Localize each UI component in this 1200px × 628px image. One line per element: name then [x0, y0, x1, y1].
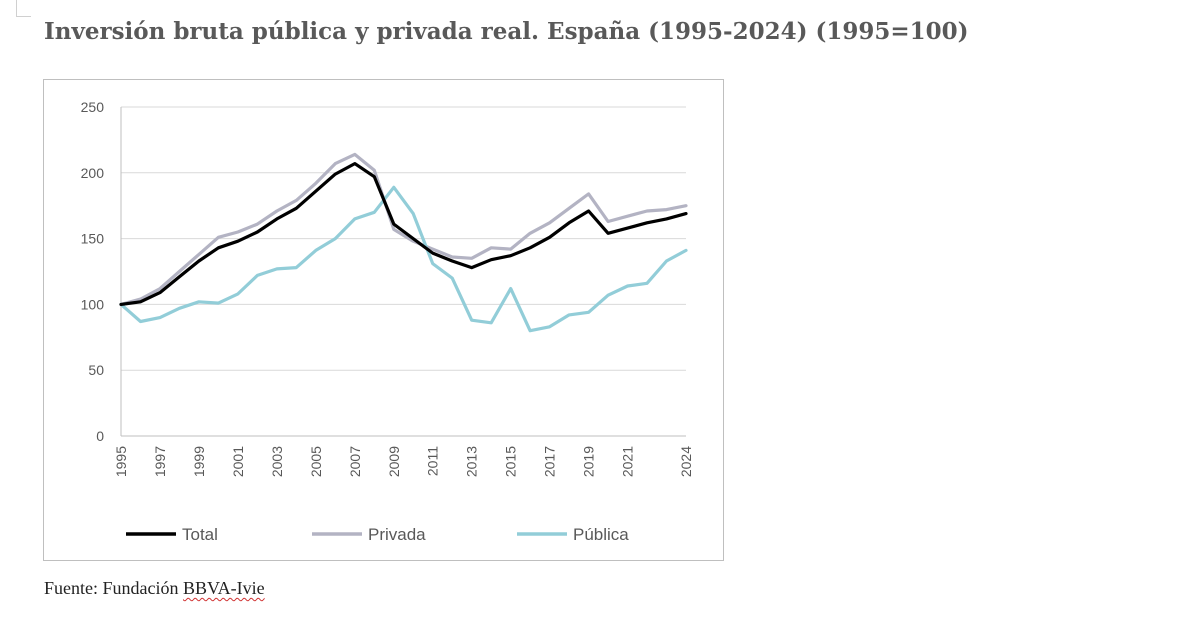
x-tick-label: 2011: [425, 446, 441, 476]
line-chart: 0 50 100 150 200 250 1995 1997 1999 2001 2003 2005 2…: [81, 99, 694, 544]
legend-label-privada: Privada: [368, 525, 426, 544]
x-tick-label: 2013: [464, 446, 480, 477]
x-tick-label: 2015: [503, 446, 519, 477]
x-tick-label: 2005: [308, 446, 324, 477]
x-tick-label: 2021: [620, 446, 636, 477]
x-tick-label: 2019: [581, 446, 597, 477]
x-tick-label: 1999: [191, 446, 207, 477]
y-tick-label: 150: [81, 231, 105, 247]
x-tick-label: 1995: [113, 446, 129, 477]
x-tick-label: 2024: [678, 446, 694, 477]
y-tick-label: 100: [81, 296, 105, 312]
x-tick-label: 1997: [152, 446, 168, 477]
legend-label-pública: Pública: [573, 525, 629, 544]
y-tick-label: 50: [88, 362, 104, 378]
source-org: BBVA-Ivie: [182, 578, 265, 598]
x-tick-label: 2001: [230, 446, 246, 477]
series-line-privada: [119, 152, 688, 306]
legend-label-total: Total: [182, 525, 218, 544]
chart-frame: 0 50 100 150 200 250 1995 1997 1999 2001 2003 2005 2…: [43, 79, 724, 561]
x-tick-label: 2009: [386, 446, 402, 477]
series-line-pública: [119, 185, 688, 333]
source-prefix: Fuente: Fundación: [44, 578, 179, 598]
x-tick-label: 2003: [269, 446, 285, 477]
y-tick-label: 200: [81, 165, 105, 181]
y-tick-label: 0: [96, 428, 104, 444]
x-tick-label: 2007: [347, 446, 363, 477]
series-line-total: [119, 161, 688, 306]
x-tick-label: 2017: [542, 446, 558, 477]
source-note: Fuente: Fundación BBVA-Ivie: [44, 578, 265, 599]
corner-mark: [16, 0, 31, 17]
chart-title: Inversión bruta pública y privada real. …: [44, 18, 969, 45]
y-tick-label: 250: [81, 99, 105, 115]
